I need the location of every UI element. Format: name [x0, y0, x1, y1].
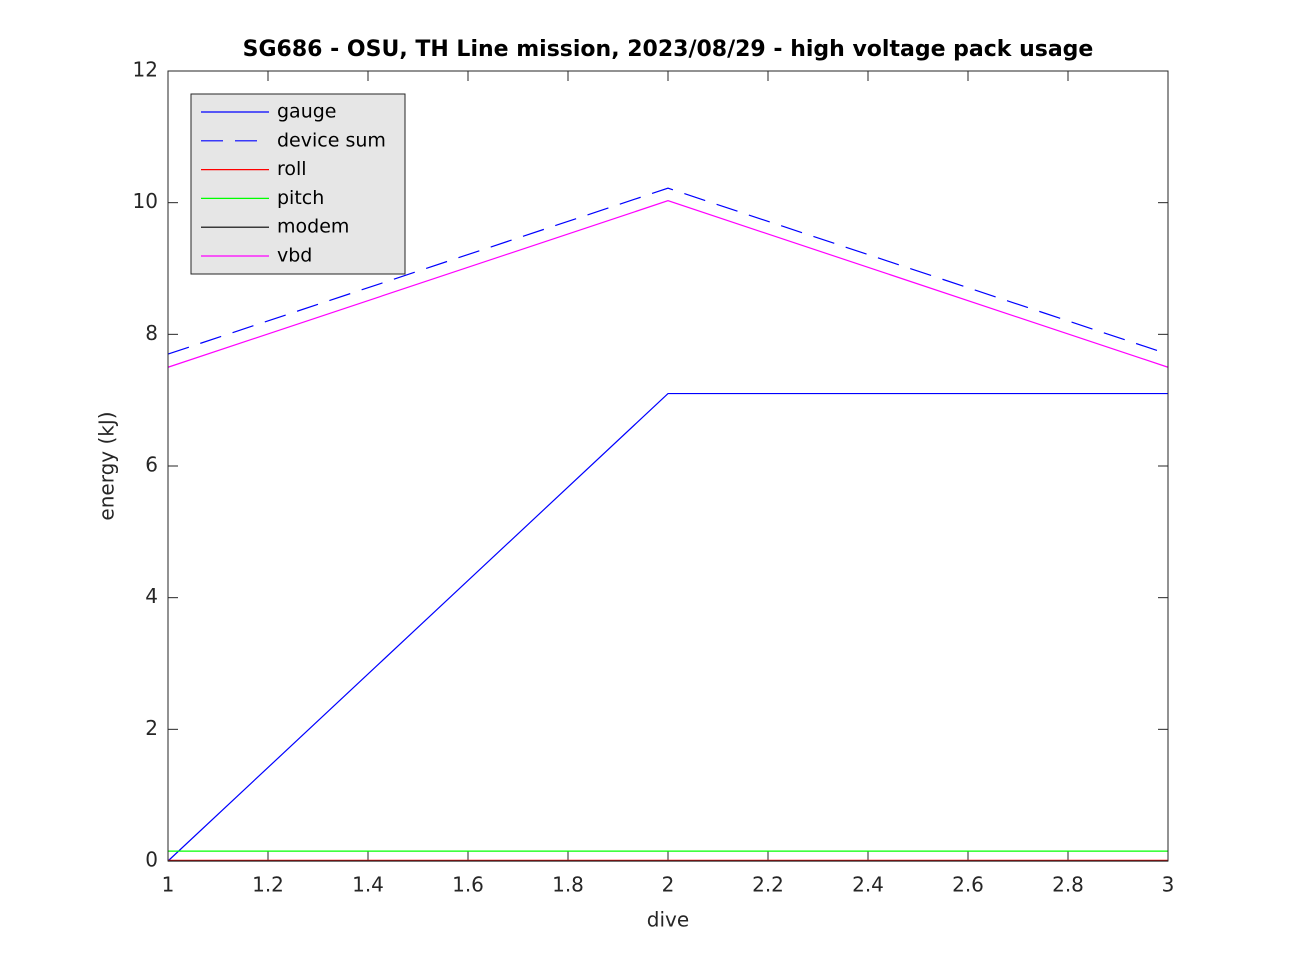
- y-tick-label: 4: [145, 584, 158, 608]
- y-tick-label: 6: [145, 453, 158, 477]
- y-tick-label: 2: [145, 716, 158, 740]
- x-axis-label: dive: [647, 908, 689, 932]
- y-tick-label: 12: [133, 58, 158, 82]
- legend-label: gauge: [277, 101, 337, 123]
- x-tick-label: 2: [662, 873, 675, 897]
- legend-label: vbd: [277, 245, 312, 267]
- x-tick-label: 2.2: [752, 873, 784, 897]
- y-tick-label: 8: [145, 321, 158, 345]
- legend-label: pitch: [277, 187, 324, 209]
- x-tick-label: 2.4: [852, 873, 884, 897]
- chart-title: SG686 - OSU, TH Line mission, 2023/08/29…: [243, 37, 1094, 62]
- series-line: [167, 187, 1169, 355]
- legend-label: device sum: [277, 129, 386, 151]
- y-tick-label: 0: [145, 848, 158, 872]
- axes-box: [167, 70, 1169, 862]
- x-tick-label: 3: [1162, 873, 1175, 897]
- y-axis-label: energy (kJ): [95, 411, 119, 520]
- series-line: [167, 200, 1169, 368]
- x-tick-label: 2.8: [1052, 873, 1084, 897]
- legend-label: roll: [277, 158, 307, 180]
- x-tick-label: 1.4: [352, 873, 384, 897]
- x-tick-label: 2.6: [952, 873, 984, 897]
- y-tick-label: 10: [133, 189, 158, 213]
- x-tick-label: 1.2: [252, 873, 284, 897]
- x-tick-label: 1: [162, 873, 175, 897]
- x-tick-label: 1.6: [452, 873, 484, 897]
- x-tick-label: 1.8: [552, 873, 584, 897]
- legend-label: modem: [277, 216, 349, 238]
- series-line: [167, 392, 1168, 862]
- legend-box: [190, 93, 406, 275]
